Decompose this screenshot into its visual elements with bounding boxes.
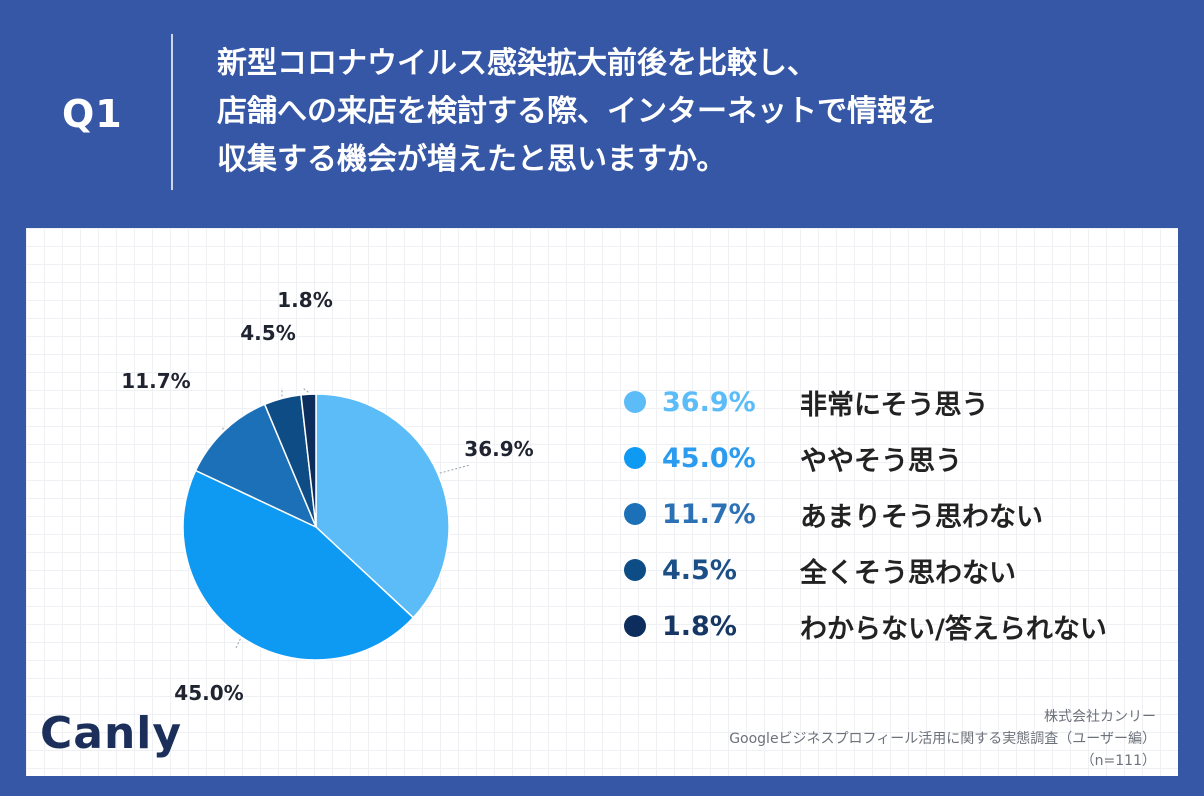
pie-slice-2 [182, 469, 415, 661]
question-line-1: 新型コロナウイルス感染拡大前後を比較し、 [217, 46, 817, 81]
pie-slice-5 [300, 393, 317, 528]
legend-swatch-1 [624, 391, 646, 413]
legend-swatch-2 [624, 447, 646, 469]
question-line-2: 店舗への来店を検討する際、インターネットで情報を [217, 94, 937, 129]
pie-leader-line-1 [439, 464, 471, 474]
legend-percent-4: 4.5% [662, 554, 737, 586]
legend-percent-3: 11.7% [662, 498, 756, 530]
pie-slice-3 [194, 403, 318, 529]
pie-data-label-2: 45.0% [174, 681, 243, 705]
legend-label-4: 全くそう思わない [800, 557, 1016, 589]
pie-slice-1 [315, 393, 450, 619]
question-text: 新型コロナウイルス感染拡大前後を比較し、 店舗への来店を検討する際、インターネッ… [217, 40, 937, 184]
footer-sample: （n=111） [1080, 753, 1156, 769]
pie-data-label-5: 1.8% [277, 288, 332, 312]
pie-leader-line-5 [302, 387, 309, 393]
legend: 36.9% 非常にそう思う 45.0% ややそう思う 11.7% あまりそう思わない 4.5… [624, 374, 1107, 654]
legend-percent-1: 36.9% [662, 386, 756, 418]
question-number: Q1 [62, 92, 123, 136]
footer-credit: 株式会社カンリー Googleビジネスプロフィール活用に関する実態調査（ユーザー… [729, 706, 1156, 772]
footer-company: 株式会社カンリー [1044, 709, 1156, 725]
canly-logo: Canly [40, 708, 183, 759]
legend-item-2: 45.0% ややそう思う [624, 430, 1107, 486]
header-divider [171, 34, 173, 190]
question-line-3: 収集する機会が増えたと思いますか。 [217, 142, 727, 177]
legend-label-3: あまりそう思わない [800, 501, 1043, 533]
pie-data-label-4: 4.5% [240, 321, 295, 345]
pie-chart: 36.9% 45.0% 11.7% 4.5% 1.8% [121, 288, 533, 705]
legend-item-5: 1.8% わからない/答えられない [624, 598, 1107, 654]
legend-swatch-3 [624, 503, 646, 525]
legend-label-1: 非常にそう思う [800, 389, 989, 421]
legend-label-2: ややそう思う [800, 445, 962, 477]
chart-panel: 36.9% 45.0% 11.7% 4.5% 1.8% 36.9% 非常にそう思う 45.0… [26, 228, 1178, 776]
legend-swatch-5 [624, 615, 646, 637]
legend-item-4: 4.5% 全くそう思わない [624, 542, 1107, 598]
pie-data-label-3: 11.7% [121, 369, 190, 393]
pie-leader-line-3 [222, 425, 225, 430]
pie-data-label-1: 36.9% [464, 437, 533, 461]
legend-label-5: わからない/答えられない [800, 613, 1107, 645]
legend-item-3: 11.7% あまりそう思わない [624, 486, 1107, 542]
header: Q1 新型コロナウイルス感染拡大前後を比較し、 店舗への来店を検討する際、インタ… [0, 0, 1204, 225]
legend-percent-2: 45.0% [662, 442, 756, 474]
pie-leader-line-2 [235, 638, 241, 649]
footer-survey: Googleビジネスプロフィール活用に関する実態調査（ユーザー編） [729, 731, 1156, 747]
legend-item-1: 36.9% 非常にそう思う [624, 374, 1107, 430]
legend-swatch-4 [624, 559, 646, 581]
legend-percent-5: 1.8% [662, 610, 737, 642]
